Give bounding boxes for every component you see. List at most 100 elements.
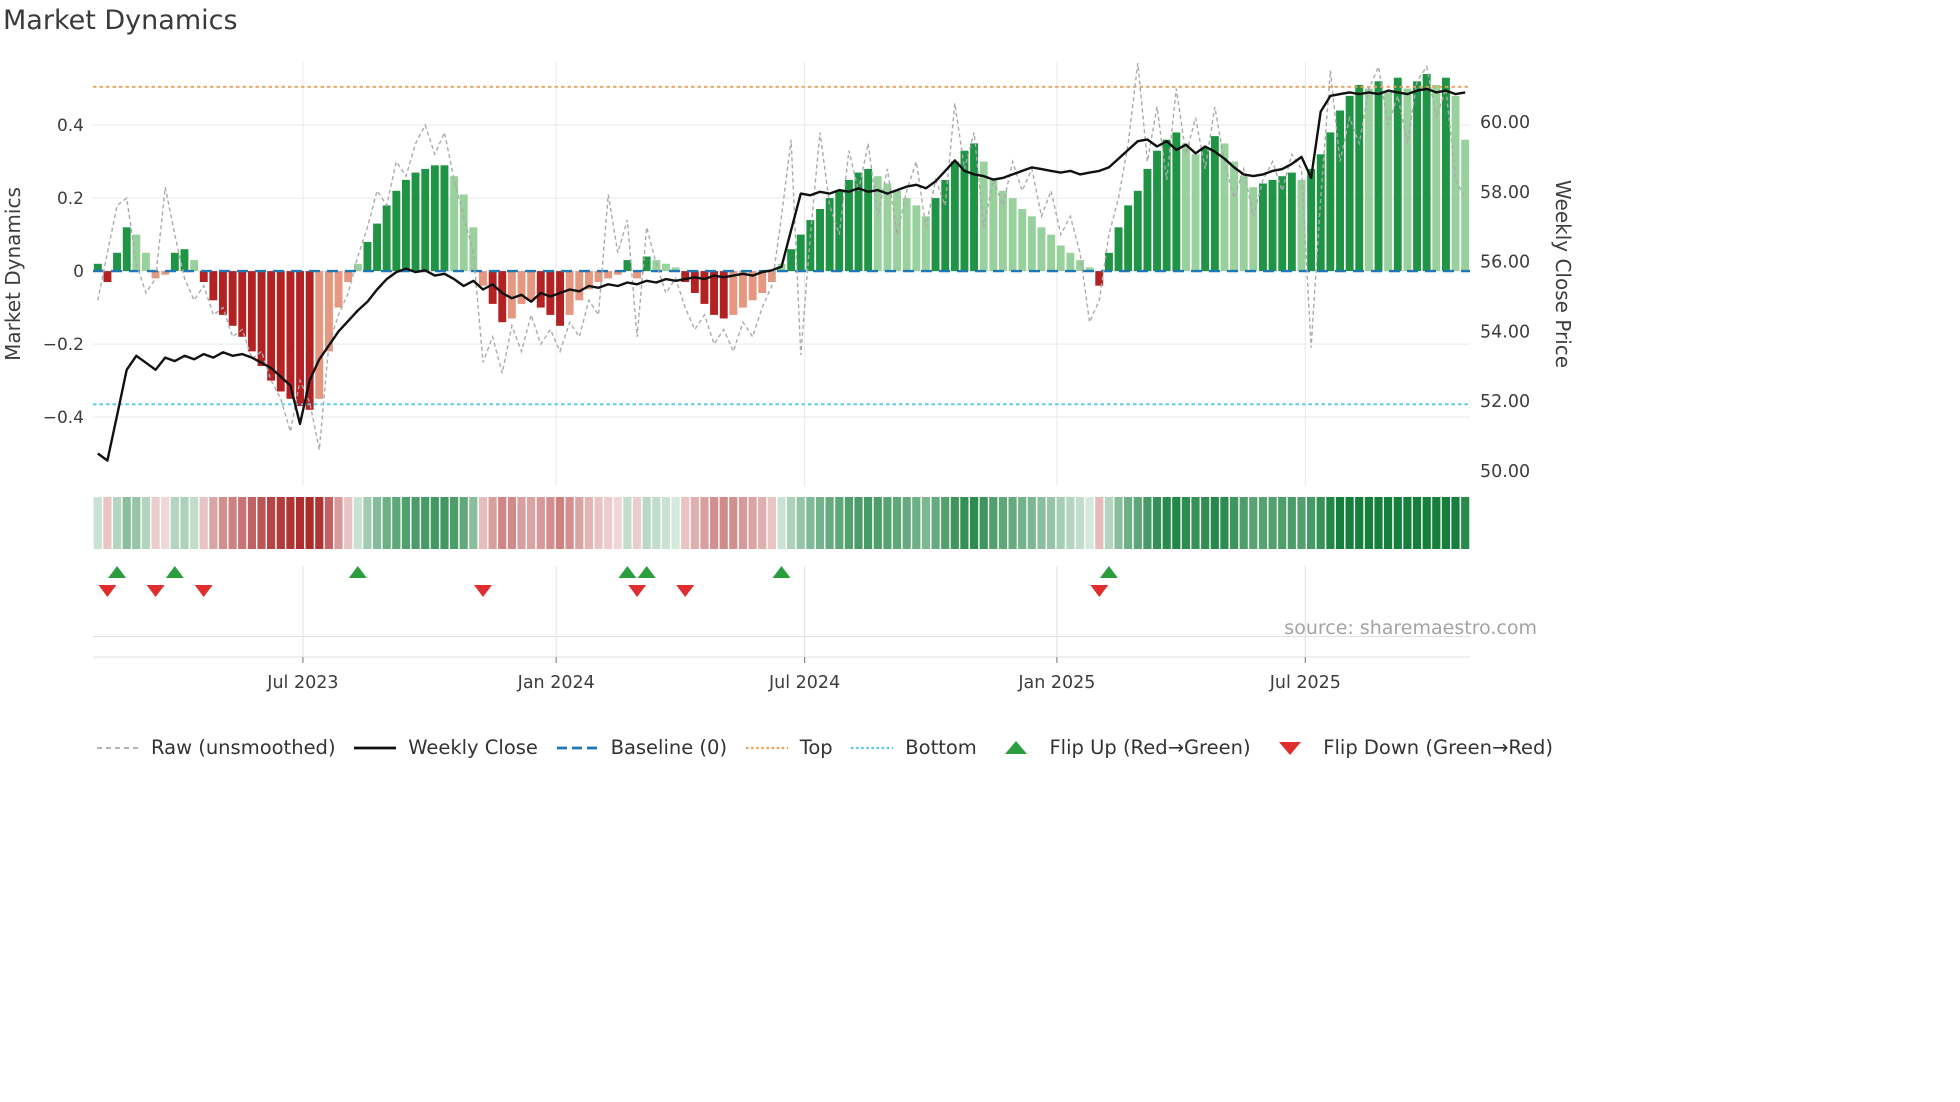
heatmap-cell [565,497,574,549]
dynamics-bar [739,271,747,308]
dynamics-bar [633,271,641,279]
dynamics-bar [286,271,295,399]
dynamics-bar [1162,139,1171,272]
legend-item-weekly-close: Weekly Close [352,736,538,759]
heatmap-cell [1307,497,1316,549]
dynamics-bar [209,271,218,301]
dynamics-bar [190,260,199,271]
heatmap-cell [970,497,979,549]
heatmap-cell [1403,497,1412,549]
dynamics-bar [440,165,449,272]
heatmap-cell [478,497,488,549]
heatmap-cell [1124,497,1133,549]
dynamics-bar [1297,179,1306,272]
dynamics-bar [517,271,526,304]
heatmap-cell [1355,497,1364,549]
dotted-line-icon [745,746,788,749]
dynamics-bar [363,241,372,272]
dynamics-bar [334,271,343,308]
heatmap-cell [1374,497,1383,549]
heatmap-cell [575,497,584,549]
heatmap-cell [546,497,555,549]
dynamics-bar [325,271,333,352]
heatmap-cell [1181,497,1190,549]
heatmap-cell [1018,497,1027,549]
heatmap-cell [1335,497,1345,549]
heatmap-cell [1432,497,1441,549]
legend-label: Raw (unsmoothed) [151,736,336,759]
dynamics-bar [758,271,767,293]
heatmap-cell [373,497,382,549]
dynamics-bar [1105,252,1113,271]
legend-label: Baseline (0) [610,736,728,759]
heatmap-cell [584,497,593,549]
heatmap-cell [1287,497,1296,549]
heatmap-cell [450,497,459,549]
dynamics-bar [671,267,680,271]
heatmap-cell [170,497,179,549]
heatmap-cell [921,497,930,549]
dynamics-bar [950,161,959,272]
legend-item-raw: Raw (unsmoothed) [95,736,336,759]
dynamics-bar [1278,176,1287,272]
dynamics-bar [864,168,873,272]
heatmap-cell [257,497,266,549]
flip-up-marker [637,566,656,578]
heatmap-cell [652,497,661,549]
dynamics-bar [883,183,892,272]
dynamics-bar [767,271,776,282]
heatmap-cell [411,497,420,549]
heatmap-cell [1412,497,1422,549]
heatmap-cell [998,497,1008,549]
heatmap-cell [1268,497,1277,549]
legend-item-top: Top [744,736,833,759]
heatmap-cell [1162,497,1171,549]
dynamics-bar [854,172,863,272]
heatmap-cell [690,497,699,549]
dynamics-bar [276,271,285,392]
heatmap-cell [1345,497,1354,549]
dynamics-bar [729,271,738,315]
dynamics-bar [1201,147,1210,272]
heatmap-cell [1143,497,1152,549]
x-axis: Jul 2023 Jan 2024 Jul 2024 Jan 2025 Jul 2025 [266,657,1341,693]
dynamics-bar [421,168,430,272]
dynamics-bar [575,271,584,301]
legend-label: Top [799,736,833,759]
long-dash-line-icon [556,746,599,749]
heatmap-cell [854,497,863,549]
dynamics-bars [93,74,1470,410]
dynamics-bar [267,271,276,381]
heatmap-cell [1441,497,1450,549]
dynamics-bar [585,271,593,290]
flip-down-marker [98,585,117,597]
flip-down-marker [474,585,492,597]
chart-legend: Raw (unsmoothed) Weekly Close Baseline (… [95,736,1553,759]
heatmap-cell [382,497,391,549]
dynamics-bar [93,263,102,272]
right-axis-title: Weekly Close Price [1551,180,1575,368]
heatmap-cell [1364,497,1373,549]
dynamics-bar [873,176,882,272]
heatmap-cell [1220,497,1229,549]
dynamics-bar [142,252,150,271]
dynamics-bar [1345,95,1354,272]
heatmap-cell [1056,497,1065,549]
heatmap-cell [729,497,738,549]
dynamics-bar [373,223,381,271]
dynamics-bar [527,271,536,301]
dynamics-bar [931,198,940,272]
heatmap-cell [1037,497,1046,549]
heatmap-cell [334,497,343,549]
dynamics-bar [228,271,237,326]
dynamics-bar [835,190,844,272]
heatmap-cell [363,497,372,549]
left-axis-title: Market Dynamics [1,187,25,361]
dynamics-bar [1114,227,1123,272]
dynamics-bar [556,271,564,326]
heatmap-cell [815,497,825,549]
heatmap-cell [1114,497,1123,549]
dynamics-bar [1403,88,1412,271]
dynamics-bar [796,234,805,272]
dynamics-bar [402,179,410,272]
